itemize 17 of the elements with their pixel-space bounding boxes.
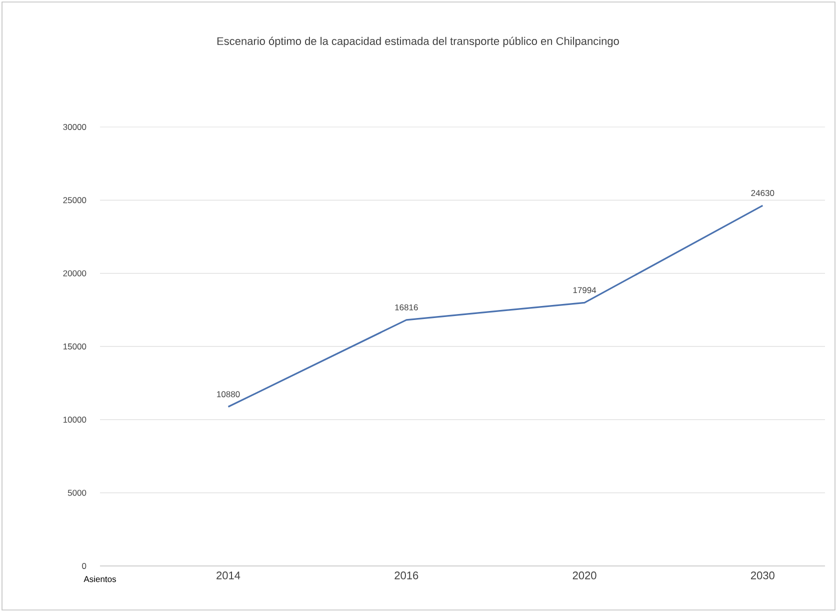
data-label: 24630 [751, 190, 774, 196]
data-label: 10880 [217, 391, 240, 398]
chart-title: Escenario óptimo de la capacidad estimada del transporte público en Chilpancingo [217, 36, 619, 48]
x-tick-label: 2014 [216, 572, 240, 580]
y-tick-label: 20000 [63, 270, 86, 276]
y-tick-label: 10000 [63, 416, 86, 423]
y-tick-label: 15000 [63, 343, 86, 350]
x-tick-label: 2016 [394, 572, 418, 580]
x-tick-label: 2020 [572, 572, 596, 580]
y-axis-title: Asientos [84, 576, 116, 582]
y-tick-label: 0 [82, 562, 86, 569]
data-label: 16816 [395, 304, 418, 310]
y-tick-label: 5000 [68, 490, 86, 496]
data-label: 17994 [573, 287, 596, 294]
y-tick-label: 30000 [63, 124, 86, 130]
x-tick-label: 2030 [750, 572, 774, 580]
y-tick-label: 25000 [63, 197, 86, 204]
